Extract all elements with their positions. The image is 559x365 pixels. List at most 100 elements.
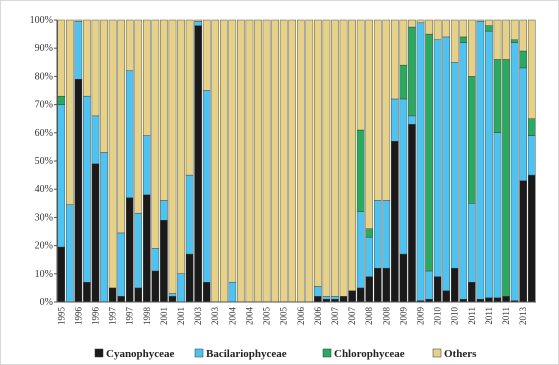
x-tick-label: 2001 [176,307,186,325]
x-tick-label: 2003 [210,307,220,326]
bar-segment [83,19,91,97]
bar-segment [527,135,536,176]
legend-swatch [94,348,104,358]
bar-segment [468,282,476,303]
x-tick-label: 2004 [244,307,254,326]
bar-segment [365,19,373,229]
bar-segment [450,19,459,63]
bar-segment [442,290,450,303]
x-tick-label: 2011 [467,307,477,325]
bar-segment [57,95,66,105]
bar-segment [185,174,194,255]
bar-segment [365,228,373,238]
bar-segment [365,236,373,277]
y-tick-label: 0% [40,297,53,308]
bar-segment [185,253,194,303]
y-tick-label: 100% [30,15,53,26]
bar-segment [425,270,433,300]
bar-segment [237,19,245,303]
bar-segment [365,276,373,303]
bar-segment [194,25,202,303]
bar-segment [416,19,425,24]
bar-segment [502,19,510,60]
bar-segment [450,62,459,269]
bar-segment [493,19,502,60]
bar-segment [91,115,100,165]
bar-segment [485,297,493,303]
bar-segment [74,21,83,80]
bar-segment [433,39,442,277]
x-tick-label: 2009 [398,307,408,326]
bar-segment [168,19,177,294]
bar-segment [408,26,416,117]
bar-segment [194,21,202,26]
bar-segment [322,296,331,300]
bar-segment [468,203,476,283]
bar-segment [66,204,74,303]
bar-segment [450,267,459,303]
y-tick-label: 70% [35,100,53,111]
bar-segment [254,19,262,303]
bar-segment [416,22,425,301]
bar-segment [108,287,117,303]
bar-segment [468,19,476,77]
bar-segment [408,19,416,28]
bar-segment [125,70,134,198]
bar-segment [74,19,83,22]
x-tick-label: 2003 [193,307,203,326]
bar-segment [279,19,288,303]
x-tick-label: 2005 [262,307,272,326]
bar-segment [408,115,416,125]
x-tick-label: 1996 [73,307,83,326]
bar-segment [391,141,399,303]
bar-segment [339,296,348,303]
bar-segment [391,19,399,100]
bar-segment [108,19,117,289]
x-tick-label: 2005 [279,307,289,326]
x-tick-label: 1997 [125,307,135,326]
bar-segment [168,293,177,297]
bar-segment [527,118,536,136]
y-tick-label: 90% [35,43,53,54]
bar-segment [117,296,125,303]
bar-segment [356,19,365,131]
x-tick-label: 2007 [347,307,357,326]
bar-segment [356,287,365,303]
bar-segment [510,19,519,40]
bar-segment [83,282,91,303]
bar-segment [83,95,91,283]
bar-segment [228,19,237,283]
bar-segment [125,19,134,71]
bar-segment [296,19,305,303]
bar-segment [331,19,339,297]
legend-label: Others [444,348,477,360]
bar-segment [66,19,74,205]
bar-segment [468,76,476,204]
bar-segment [160,19,168,201]
x-tick-label: 2010 [433,307,443,326]
y-tick-label: 80% [35,71,53,82]
bar-segment [493,132,502,298]
bar-segment [117,232,125,297]
bar-segment [519,180,527,303]
bar-segment [228,282,237,303]
x-tick-label: 2006 [296,307,306,326]
bar-segment [100,152,108,303]
bar-segment [117,19,125,234]
bar-segment [57,246,66,303]
bar-segment [348,290,356,303]
bar-segment [425,33,433,272]
bar-segment [245,19,254,303]
bar-segment [493,59,502,133]
bar-segment [382,19,391,201]
bar-segment [519,19,527,52]
bar-segment [271,19,279,303]
bar-segment [202,19,211,91]
bar-segment [459,42,468,300]
bar-segment [151,19,160,249]
x-tick-label: 2004 [227,307,237,326]
legend-label: Chlorophyceae [334,348,405,360]
legend-swatch [194,348,204,358]
x-tick-label: 2009 [416,307,426,326]
bar-segment [202,90,211,283]
